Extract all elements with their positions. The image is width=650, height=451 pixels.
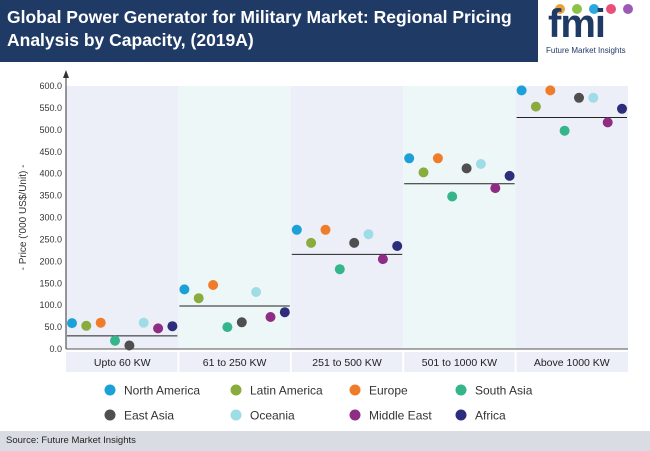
category-band	[178, 86, 291, 349]
data-point	[67, 318, 77, 329]
y-tick-label: 450.0	[39, 147, 62, 157]
legend-marker	[349, 384, 361, 396]
source-note: Source: Future Market Insights	[6, 435, 136, 446]
y-tick-label: 550.0	[39, 103, 62, 113]
data-point	[193, 293, 204, 304]
y-tick-label: 0.0	[49, 344, 62, 354]
legend-marker	[104, 384, 116, 396]
header-bar: Global Power Generator for Military Mark…	[0, 0, 650, 62]
data-point	[418, 167, 429, 178]
data-point	[475, 159, 486, 169]
legend-marker	[104, 409, 116, 421]
category-band	[66, 86, 179, 349]
legend-label: North America	[124, 384, 200, 398]
data-point	[110, 335, 120, 346]
legend-label: Middle East	[369, 409, 432, 423]
data-point	[95, 317, 106, 328]
data-point	[349, 237, 360, 248]
data-point	[377, 254, 388, 265]
data-point	[559, 125, 570, 136]
logo-dot	[555, 4, 565, 14]
data-point	[490, 183, 501, 194]
data-point	[208, 280, 219, 290]
legend-label: East Asia	[124, 409, 174, 423]
y-tick-label: 50.0	[44, 322, 62, 332]
data-point	[251, 287, 262, 297]
logo-dot	[589, 4, 599, 14]
data-point	[306, 237, 317, 248]
data-point	[179, 284, 190, 295]
footer-bar: Source: Future Market Insights	[0, 431, 650, 451]
y-tick-label: 200.0	[39, 256, 62, 266]
category-band	[403, 86, 516, 349]
data-point	[236, 317, 247, 328]
data-point	[447, 191, 458, 202]
data-point	[617, 103, 627, 114]
data-point	[167, 321, 178, 332]
legend-marker	[455, 384, 467, 396]
category-band	[290, 86, 404, 349]
category-label-strip	[66, 352, 628, 372]
data-point	[545, 85, 556, 96]
data-point	[334, 264, 345, 275]
logo-subtitle: Future Market Insights	[546, 46, 626, 55]
legend-marker	[455, 409, 467, 421]
logo-dot	[572, 4, 582, 14]
x-tick-label: Upto 60 KW	[94, 357, 151, 369]
legend-marker	[349, 409, 361, 421]
data-point	[461, 163, 472, 174]
data-point	[602, 117, 613, 128]
y-tick-label: 100.0	[39, 300, 62, 310]
data-point	[320, 224, 331, 235]
data-point	[124, 340, 135, 351]
logo: fmi Future Market Insights	[538, 0, 650, 62]
data-point	[574, 92, 584, 103]
x-tick-label: 61 to 250 KW	[203, 357, 267, 369]
logo-word: fmi	[548, 2, 606, 46]
data-point	[81, 320, 92, 331]
y-tick-label: 400.0	[39, 169, 62, 179]
x-tick-label: 251 to 500 KW	[312, 357, 382, 369]
legend-marker	[230, 384, 242, 396]
data-point	[432, 153, 443, 164]
legend-label: Europe	[369, 384, 408, 398]
y-tick-label: 500.0	[39, 125, 62, 135]
y-tick-label: 350.0	[39, 191, 62, 201]
x-tick-label: Above 1000 KW	[534, 357, 610, 369]
y-tick-label: 250.0	[39, 234, 62, 244]
data-point	[291, 224, 302, 235]
data-point	[265, 312, 276, 322]
data-point	[153, 323, 164, 334]
legend-label: Africa	[475, 409, 506, 423]
logo-dot	[623, 4, 633, 14]
y-tick-label: 300.0	[39, 213, 62, 223]
y-axis-arrow-icon	[63, 70, 69, 78]
chart: 0.0 50.0 100.0 150.0 200.0 250.0 300.0 350.0 400…	[18, 70, 628, 423]
legend-label: South Asia	[475, 384, 533, 398]
legend-marker	[230, 409, 242, 421]
data-point	[404, 153, 415, 164]
data-point	[516, 85, 527, 96]
data-point	[504, 170, 515, 181]
category-band	[515, 86, 628, 349]
legend-label: Oceania	[250, 409, 295, 423]
data-point	[363, 229, 374, 240]
data-point	[279, 307, 290, 318]
y-axis-label: - Price ('000 US$/Unit) -	[18, 165, 29, 271]
data-point	[530, 101, 541, 112]
data-point	[588, 92, 599, 103]
data-point	[138, 317, 149, 328]
legend-label: Latin America	[250, 384, 323, 398]
data-point	[222, 322, 233, 333]
page-title: Global Power Generator for Military Mark…	[7, 7, 512, 50]
x-tick-label: 501 to 1000 KW	[422, 357, 497, 369]
logo-dots-icon	[555, 4, 633, 14]
y-tick-label: 150.0	[39, 278, 62, 288]
logo-dot	[606, 4, 616, 14]
y-tick-label: 600.0	[39, 81, 62, 91]
data-point	[392, 241, 403, 251]
